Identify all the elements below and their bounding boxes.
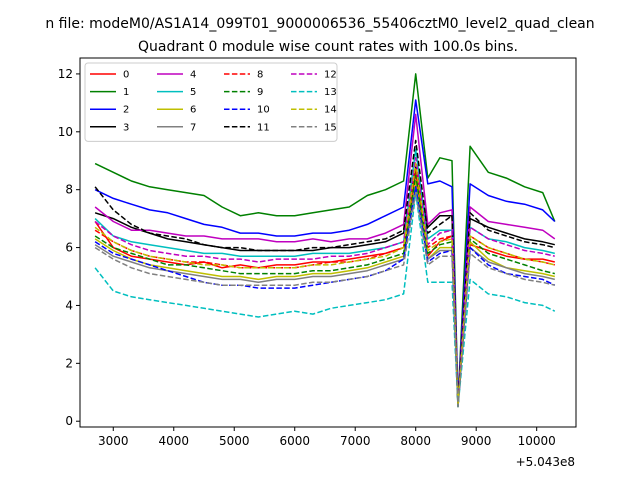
y-tick-label: 0 xyxy=(65,414,73,428)
y-tick-label: 2 xyxy=(65,356,73,370)
legend-label-13: 13 xyxy=(324,87,337,98)
x-axis: 3000 4000 5000 6000 7000 8000 9000 10000 xyxy=(98,427,556,448)
legend-label-7: 7 xyxy=(190,122,196,133)
x-tick-label: 4000 xyxy=(158,434,189,448)
series-line-2 xyxy=(94,99,556,402)
y-tick-label: 6 xyxy=(65,241,73,255)
series-line-9 xyxy=(94,174,555,407)
series-line-5 xyxy=(94,148,555,407)
chart-title: Quadrant 0 module wise count rates with … xyxy=(138,39,518,55)
legend-label-15: 15 xyxy=(324,122,337,133)
legend-label-5: 5 xyxy=(190,87,196,98)
y-tick-label: 4 xyxy=(65,298,73,312)
series-line-15 xyxy=(94,191,555,408)
series-line-6 xyxy=(94,180,555,408)
legend-label-1: 1 xyxy=(123,87,129,98)
series-line-14 xyxy=(94,162,555,407)
series-line-11 xyxy=(94,139,555,405)
legend-label-10: 10 xyxy=(257,105,270,116)
figure-suptitle: n file: modeM0/AS1A14_099T01_9000006536_… xyxy=(45,16,594,32)
series-line-13 xyxy=(94,191,556,408)
series-line-4 xyxy=(94,113,556,405)
x-tick-label: 6000 xyxy=(279,434,310,448)
legend-label-6: 6 xyxy=(190,105,196,116)
legend-label-14: 14 xyxy=(324,105,337,116)
y-axis: 0 2 4 6 8 10 12 xyxy=(58,67,80,428)
y-tick-label: 10 xyxy=(58,125,73,139)
plot-area xyxy=(94,73,556,408)
x-tick-label: 9000 xyxy=(461,434,492,448)
x-tick-label: 7000 xyxy=(340,434,371,448)
x-tick-label: 5000 xyxy=(219,434,250,448)
x-offset-label: +5.043e8 xyxy=(516,455,575,469)
x-tick-label: 8000 xyxy=(400,434,431,448)
legend-label-11: 11 xyxy=(257,122,270,133)
y-tick-label: 12 xyxy=(58,67,73,81)
series-line-8 xyxy=(94,168,555,407)
legend-label-8: 8 xyxy=(257,70,263,81)
legend-label-0: 0 xyxy=(123,70,129,81)
series-line-0 xyxy=(94,171,555,407)
legend-label-9: 9 xyxy=(257,87,263,98)
x-tick-label: 3000 xyxy=(98,434,129,448)
legend-label-3: 3 xyxy=(123,122,129,133)
legend-label-2: 2 xyxy=(123,105,129,116)
series-line-3 xyxy=(94,165,555,404)
axes-frame xyxy=(79,57,577,428)
legend-box xyxy=(84,62,338,142)
legend-label-4: 4 xyxy=(190,70,196,81)
series-line-12 xyxy=(94,157,555,407)
y-tick-label: 8 xyxy=(65,183,73,197)
series-line-1 xyxy=(94,73,556,404)
x-tick-label: 10000 xyxy=(518,434,556,448)
legend-label-12: 12 xyxy=(324,70,337,81)
